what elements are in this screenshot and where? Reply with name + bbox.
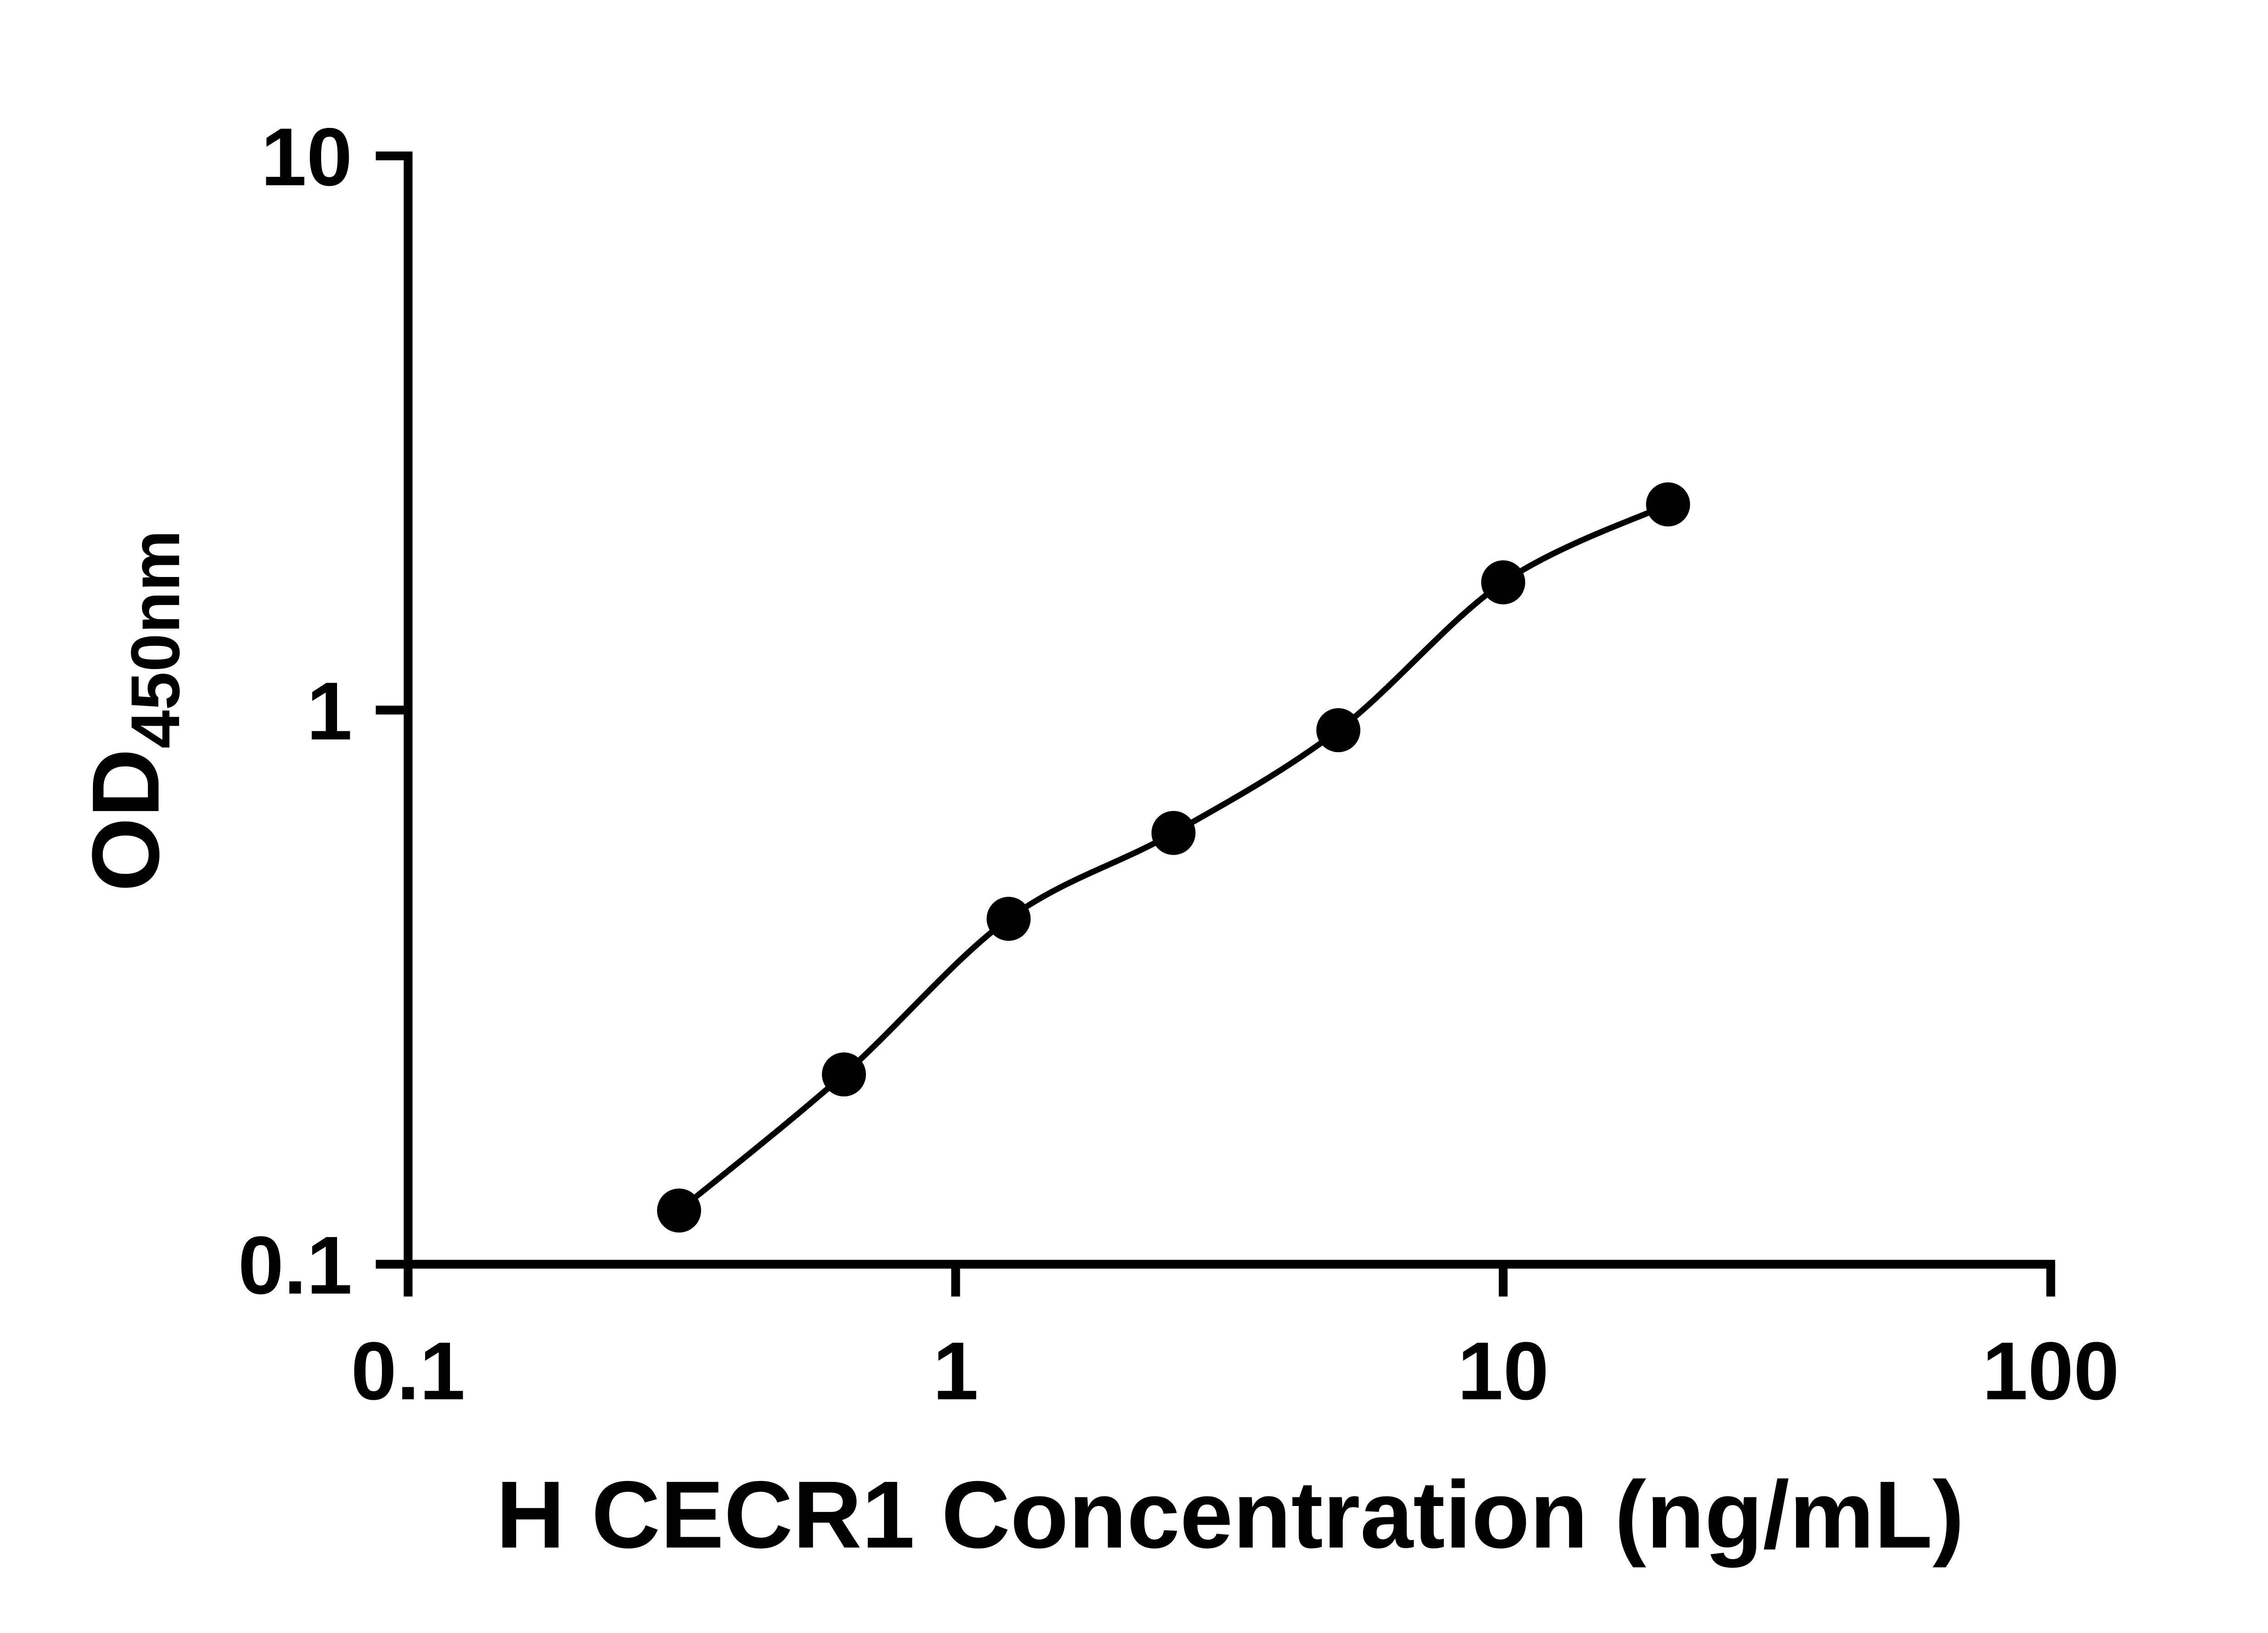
x-tick-label: 10 (1457, 1325, 1549, 1417)
standard-curve-line (677, 502, 1670, 1213)
x-tick-label: 1 (933, 1325, 978, 1417)
plot-layer: 0.1 1 10 100 0.1 1 10 (238, 111, 2119, 1417)
axis-lines (403, 151, 2055, 1269)
data-point (987, 897, 1031, 941)
data-point (1481, 560, 1525, 605)
y-tick-label: 1 (307, 665, 352, 757)
data-point (657, 1188, 701, 1233)
data-point (821, 1052, 866, 1097)
x-tick-label: 100 (1982, 1325, 2119, 1417)
x-axis-title: H CECR1 Concentration (ng/mL) (496, 1462, 1965, 1568)
x-tick-label: 0.1 (351, 1325, 465, 1417)
y-axis-title-main: OD (73, 748, 179, 892)
y-axis-title-sub: 450nm (117, 530, 194, 748)
y-tick-label: 10 (261, 111, 352, 203)
data-point (1646, 482, 1690, 527)
y-axis-title: OD450nm (73, 530, 194, 891)
data-point (1316, 708, 1361, 753)
data-point (1151, 811, 1196, 855)
y-tick-label: 0.1 (238, 1220, 352, 1311)
